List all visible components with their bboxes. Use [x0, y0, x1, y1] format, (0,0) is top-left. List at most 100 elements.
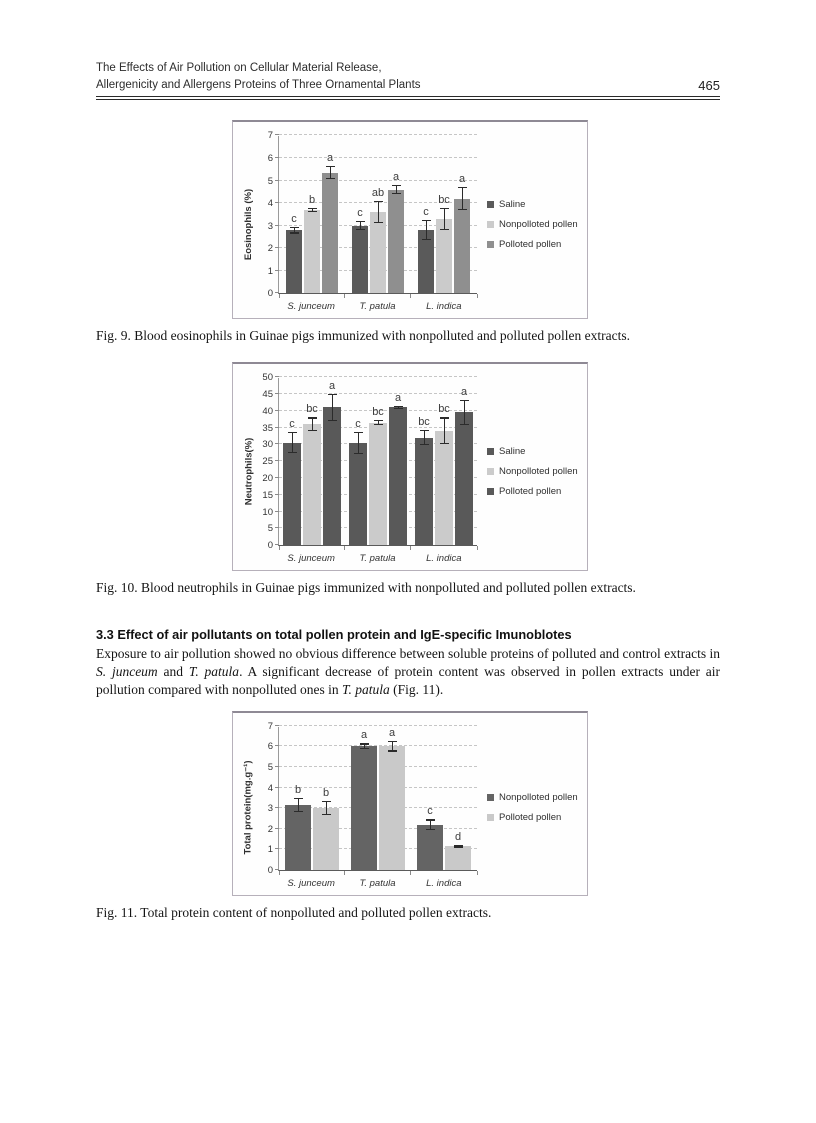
bar: bc [435, 404, 453, 546]
body-paragraph: Exposure to air pollution showed no obvi… [96, 645, 720, 699]
figure-10-caption: Fig. 10. Blood neutrophils in Guinae pig… [96, 580, 636, 596]
x-axis-tick [410, 546, 412, 551]
error-bar-cap-bottom [355, 228, 365, 231]
grid-line [279, 786, 477, 788]
error-bar [307, 417, 317, 431]
error-bar-stem [462, 187, 463, 210]
significance-letter: d [454, 830, 462, 843]
bar: c [417, 806, 443, 870]
bar: c [283, 418, 301, 546]
legend-marker [487, 467, 494, 475]
x-axis-tick [278, 294, 280, 299]
x-axis-spacer [256, 553, 278, 564]
grid-line [279, 409, 477, 411]
significance-letter: bc [438, 403, 450, 416]
error-bar [387, 741, 397, 752]
error-bar [307, 207, 317, 213]
x-axis-tick [278, 870, 280, 875]
grid-line [279, 134, 477, 136]
y-tick-label: 0 [267, 864, 273, 876]
error-bar [439, 417, 449, 445]
y-axis-tick [275, 493, 279, 495]
x-category-label: T. patula [359, 553, 396, 565]
error-bar-stem [398, 406, 399, 409]
error-bar-stem [360, 221, 361, 231]
y-tick-label: 45 [262, 388, 273, 400]
legend-item: Saline [487, 199, 581, 210]
legend-marker [487, 794, 494, 802]
significance-letter: a [460, 386, 468, 399]
y-tick-label: 3 [267, 220, 273, 232]
error-bar [373, 420, 383, 425]
y-tick-label: 2 [267, 243, 273, 255]
y-tick-label: 2 [267, 823, 273, 835]
error-bar-stem [358, 431, 359, 454]
x-axis-tick [476, 546, 478, 551]
plot-row: 0 1 2 3 4 5 6 7 c b a c ab a c bc a [256, 131, 478, 299]
y-axis-title: Eosinophils (%) [241, 136, 256, 312]
error-bar-cap-bottom [359, 748, 369, 750]
grid-line [279, 179, 477, 181]
grid-line [279, 376, 477, 378]
error-bar [425, 819, 435, 830]
error-bar [459, 400, 469, 425]
bar-group: c ab a [345, 136, 411, 294]
y-axis-tick [275, 786, 279, 788]
species-name: S. junceum [96, 663, 158, 679]
bar-groups: c bc a c bc a bc bc a [279, 378, 477, 546]
grid-line [279, 392, 477, 394]
error-bar-cap-bottom [439, 228, 449, 231]
significance-letter: b [294, 784, 302, 797]
error-bar [457, 187, 467, 210]
significance-letter: c [291, 212, 297, 225]
significance-letter: bc [418, 415, 430, 428]
significance-letter: a [360, 729, 368, 742]
legend-label: Nonpolloted pollen [499, 465, 578, 477]
x-category-label: T. patula [359, 301, 396, 313]
text-segment: Exposure to air pollution showed no obvi… [96, 645, 720, 661]
error-bar-stem [458, 844, 459, 848]
y-axis-tick [275, 426, 279, 428]
error-bar [419, 429, 429, 446]
error-bar-cap-bottom [457, 208, 467, 210]
error-bar-stem [464, 400, 465, 425]
error-bar-stem [430, 819, 431, 830]
error-bar-cap-bottom [425, 828, 435, 830]
bar-group: c bc a [279, 378, 345, 546]
error-bar [327, 393, 337, 421]
bar: d [445, 831, 471, 870]
error-bar-stem [378, 420, 379, 425]
plot-area: c b a c ab a c bc a [275, 134, 478, 299]
error-bar-stem [294, 226, 295, 234]
bar: a [388, 172, 404, 294]
y-axis-tick [275, 724, 279, 726]
plot-and-xlabels: 0 5 10 15 20 25 30 35 40 45 50 c bc a c bc a bc bc a S. junc… [256, 373, 478, 565]
x-axis-tick [410, 870, 412, 875]
y-axis-tick [275, 544, 279, 546]
text-segment: and [157, 663, 189, 679]
x-category-label: L. indica [426, 301, 462, 313]
plot-column: Eosinophils (%) 0 1 2 3 4 5 6 7 c b a c ab a c bc a S. jun… [241, 131, 478, 313]
species-name: T. patula [188, 663, 240, 679]
y-axis-tick [275, 765, 279, 767]
legend-label: Polloted pollen [499, 812, 562, 824]
y-axis-title: Total protein(mg.g⁻¹) [241, 727, 256, 889]
legend-marker [487, 240, 494, 248]
plot-area: c bc a c bc a bc bc a [275, 376, 478, 551]
y-axis-tick [275, 224, 279, 226]
bar-group: c bc a [411, 136, 477, 294]
y-tick-label: 0 [267, 540, 273, 552]
y-axis-tick [275, 409, 279, 411]
plot-and-xlabels: 0 1 2 3 4 5 6 7 c b a c ab a c bc a S. junceum T. patula L.… [256, 131, 478, 313]
y-axis-tick [275, 134, 279, 136]
running-title-line1: The Effects of Air Pollution on Cellular… [96, 62, 382, 74]
error-bar-cap-bottom [293, 810, 303, 812]
y-tick-label: 40 [262, 405, 273, 417]
error-bar-cap-bottom [307, 429, 317, 431]
error-bar-cap-bottom [387, 750, 397, 752]
legend-marker [487, 487, 494, 495]
y-axis-title: Neutrophils(%) [241, 378, 256, 564]
y-tick-label: 5 [267, 523, 273, 535]
